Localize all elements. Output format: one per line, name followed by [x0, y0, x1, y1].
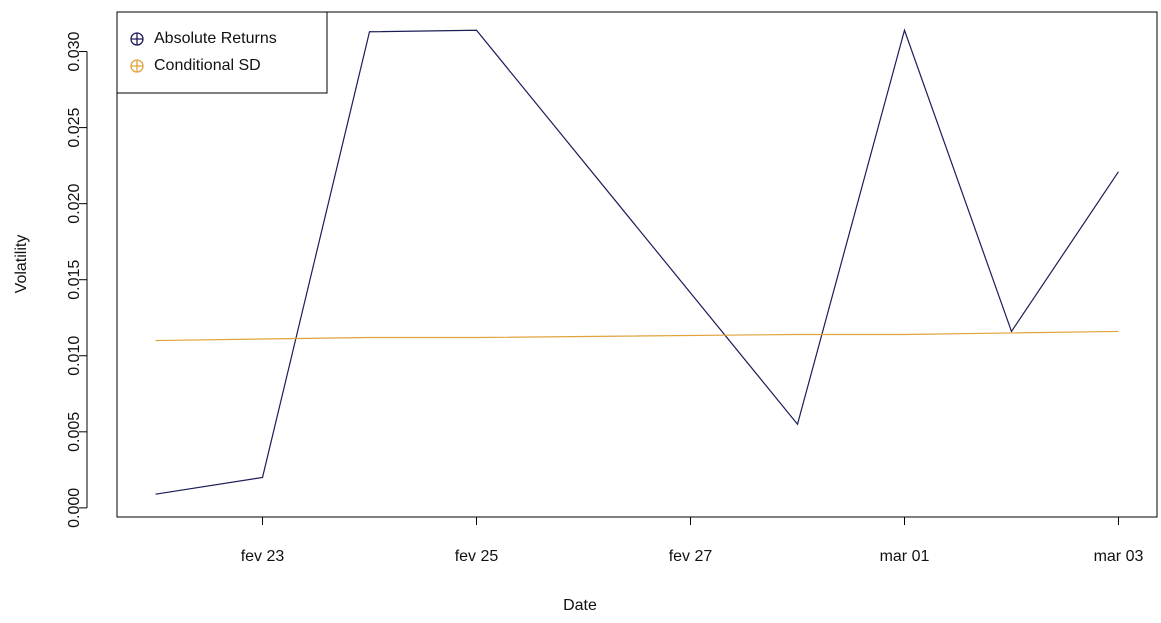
x-tick-label: fev 27 — [669, 548, 713, 565]
legend-symbol-cross — [131, 60, 143, 72]
y-tick-label: 0.000 — [66, 488, 83, 528]
series-line — [155, 28, 1119, 495]
y-tick-label: 0.005 — [66, 412, 83, 452]
y-tick-label: 0.010 — [66, 336, 83, 376]
y-tick-label: 0.030 — [66, 31, 83, 71]
x-tick-label: fev 23 — [241, 548, 285, 565]
x-tick-label: fev 25 — [455, 548, 499, 565]
x-tick-label: mar 01 — [880, 548, 930, 565]
x-tick-label: mar 03 — [1094, 548, 1144, 565]
legend-label: Conditional SD — [154, 57, 261, 74]
y-tick-label: 0.020 — [66, 184, 83, 224]
legend-label: Absolute Returns — [154, 30, 277, 47]
legend-box — [116, 11, 328, 94]
x-axis-title: Date — [563, 597, 597, 614]
y-tick-label: 0.025 — [66, 107, 83, 147]
legend-symbol-cross — [131, 33, 143, 45]
y-axis-title: Volatility — [13, 235, 30, 294]
series-line — [155, 330, 1119, 342]
y-tick-label: 0.015 — [66, 260, 83, 300]
